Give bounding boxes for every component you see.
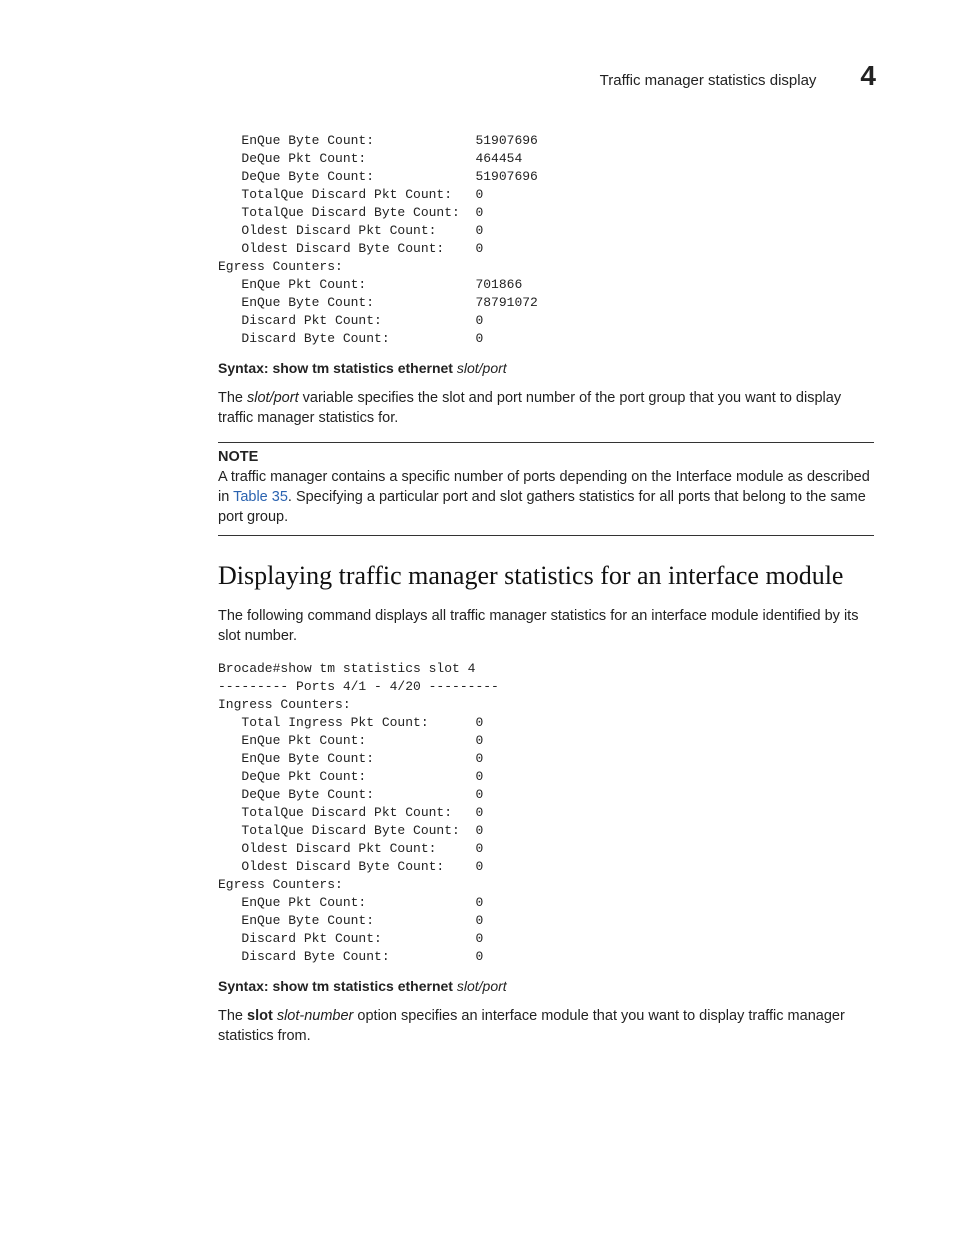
syntax-line-1: Syntax: show tm statistics ethernet slot… xyxy=(218,360,874,376)
syntax-line-2: Syntax: show tm statistics ethernet slot… xyxy=(218,978,874,994)
section-heading: Displaying traffic manager statistics fo… xyxy=(218,560,874,592)
cli-output-block-1: EnQue Byte Count: 51907696 DeQue Pkt Cou… xyxy=(218,132,874,348)
chapter-number: 4 xyxy=(860,60,876,92)
paragraph-3: The slot slot-number option specifies an… xyxy=(218,1006,874,1046)
syntax-label: Syntax: xyxy=(218,360,269,376)
page-header: Traffic manager statistics display 4 xyxy=(70,60,884,92)
syntax-label: Syntax: xyxy=(218,978,269,994)
cli-output-block-2: Brocade#show tm statistics slot 4 ------… xyxy=(218,660,874,966)
paragraph-2: The following command displays all traff… xyxy=(218,606,874,646)
page: Traffic manager statistics display 4 EnQ… xyxy=(0,0,954,1235)
syntax-args: slot/port xyxy=(457,360,507,376)
note-rule-bottom xyxy=(218,535,874,536)
note-body: A traffic manager contains a specific nu… xyxy=(218,467,874,527)
syntax-args: slot/port xyxy=(457,978,507,994)
note-table-link[interactable]: Table 35 xyxy=(233,489,288,505)
content-column: EnQue Byte Count: 51907696 DeQue Pkt Cou… xyxy=(218,132,874,1046)
syntax-command: show tm statistics ethernet xyxy=(272,360,453,376)
syntax-command: show tm statistics ethernet xyxy=(272,978,453,994)
paragraph-1: The slot/port variable specifies the slo… xyxy=(218,388,874,428)
header-title: Traffic manager statistics display xyxy=(600,72,817,89)
note-heading: NOTE xyxy=(218,449,874,465)
note-rule-top xyxy=(218,442,874,443)
